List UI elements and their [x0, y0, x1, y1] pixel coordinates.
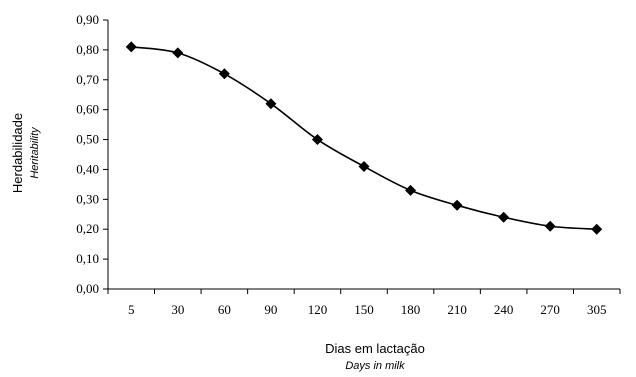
y-tick-label: 0,50: [76, 132, 99, 147]
x-axis-ticks: 5 30 60 90 120 150 180 210 240 270 305: [107, 289, 621, 317]
data-point-marker: [125, 41, 137, 53]
y-axis-title: Herdabilidade: [10, 113, 25, 193]
y-tick-label: 0,00: [76, 281, 99, 296]
y-tick-label: 0,80: [76, 42, 99, 57]
x-tick-label: 90: [264, 302, 277, 317]
y-tick-label: 0,20: [76, 221, 99, 236]
y-tick-label: 0,10: [76, 251, 99, 266]
x-tick-label: 5: [128, 302, 135, 317]
y-tick-label: 0,40: [76, 161, 99, 176]
x-tick-label: 120: [308, 302, 328, 317]
data-point-marker: [498, 211, 510, 223]
y-tick-label: 0,30: [76, 191, 99, 206]
data-point-marker: [451, 199, 463, 211]
x-tick-label: 305: [587, 302, 607, 317]
x-tick-label: 180: [401, 302, 421, 317]
x-tick-label: 60: [218, 302, 231, 317]
data-point-marker: [172, 47, 184, 59]
data-point-marker: [265, 98, 277, 110]
x-axis-title: Dias em lactação: [325, 341, 425, 356]
x-tick-label: 210: [447, 302, 467, 317]
x-tick-label: 240: [494, 302, 514, 317]
y-axis-ticks: 0,00 0,10 0,20 0,30 0,40 0,50 0,60 0,70 0,80 0,90: [76, 12, 108, 296]
y-tick-label: 0,70: [76, 72, 99, 87]
y-tick-label: 0,90: [76, 12, 99, 27]
y-tick-label: 0,60: [76, 102, 99, 117]
data-point-marker: [218, 68, 230, 80]
data-point-marker: [311, 134, 323, 146]
series-markers: [125, 41, 603, 235]
data-point-marker: [591, 223, 603, 235]
x-tick-label: 270: [540, 302, 560, 317]
data-point-marker: [405, 184, 417, 196]
series-line: [131, 46, 597, 231]
x-tick-label: 150: [354, 302, 374, 317]
data-point-marker: [358, 160, 370, 172]
x-tick-label: 30: [171, 302, 184, 317]
x-axis-subtitle: Days in milk: [345, 360, 405, 372]
y-axis-subtitle: Heritability: [29, 126, 41, 179]
data-point-marker: [544, 220, 556, 232]
